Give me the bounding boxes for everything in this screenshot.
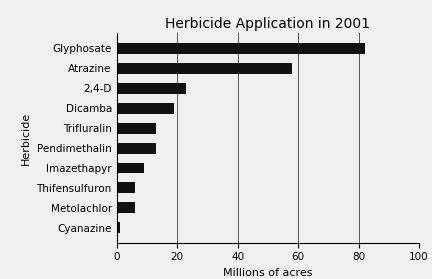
Bar: [117, 222, 120, 233]
Bar: [117, 63, 292, 74]
Bar: [117, 162, 144, 174]
Bar: [117, 43, 365, 54]
Bar: [117, 103, 174, 114]
Bar: [117, 182, 135, 193]
Bar: [117, 123, 156, 134]
Title: Herbicide Application in 2001: Herbicide Application in 2001: [165, 17, 370, 31]
Bar: [117, 143, 156, 153]
Bar: [117, 83, 186, 94]
X-axis label: Millions of acres: Millions of acres: [223, 268, 313, 278]
Bar: [117, 202, 135, 213]
Y-axis label: Herbicide: Herbicide: [21, 112, 31, 165]
